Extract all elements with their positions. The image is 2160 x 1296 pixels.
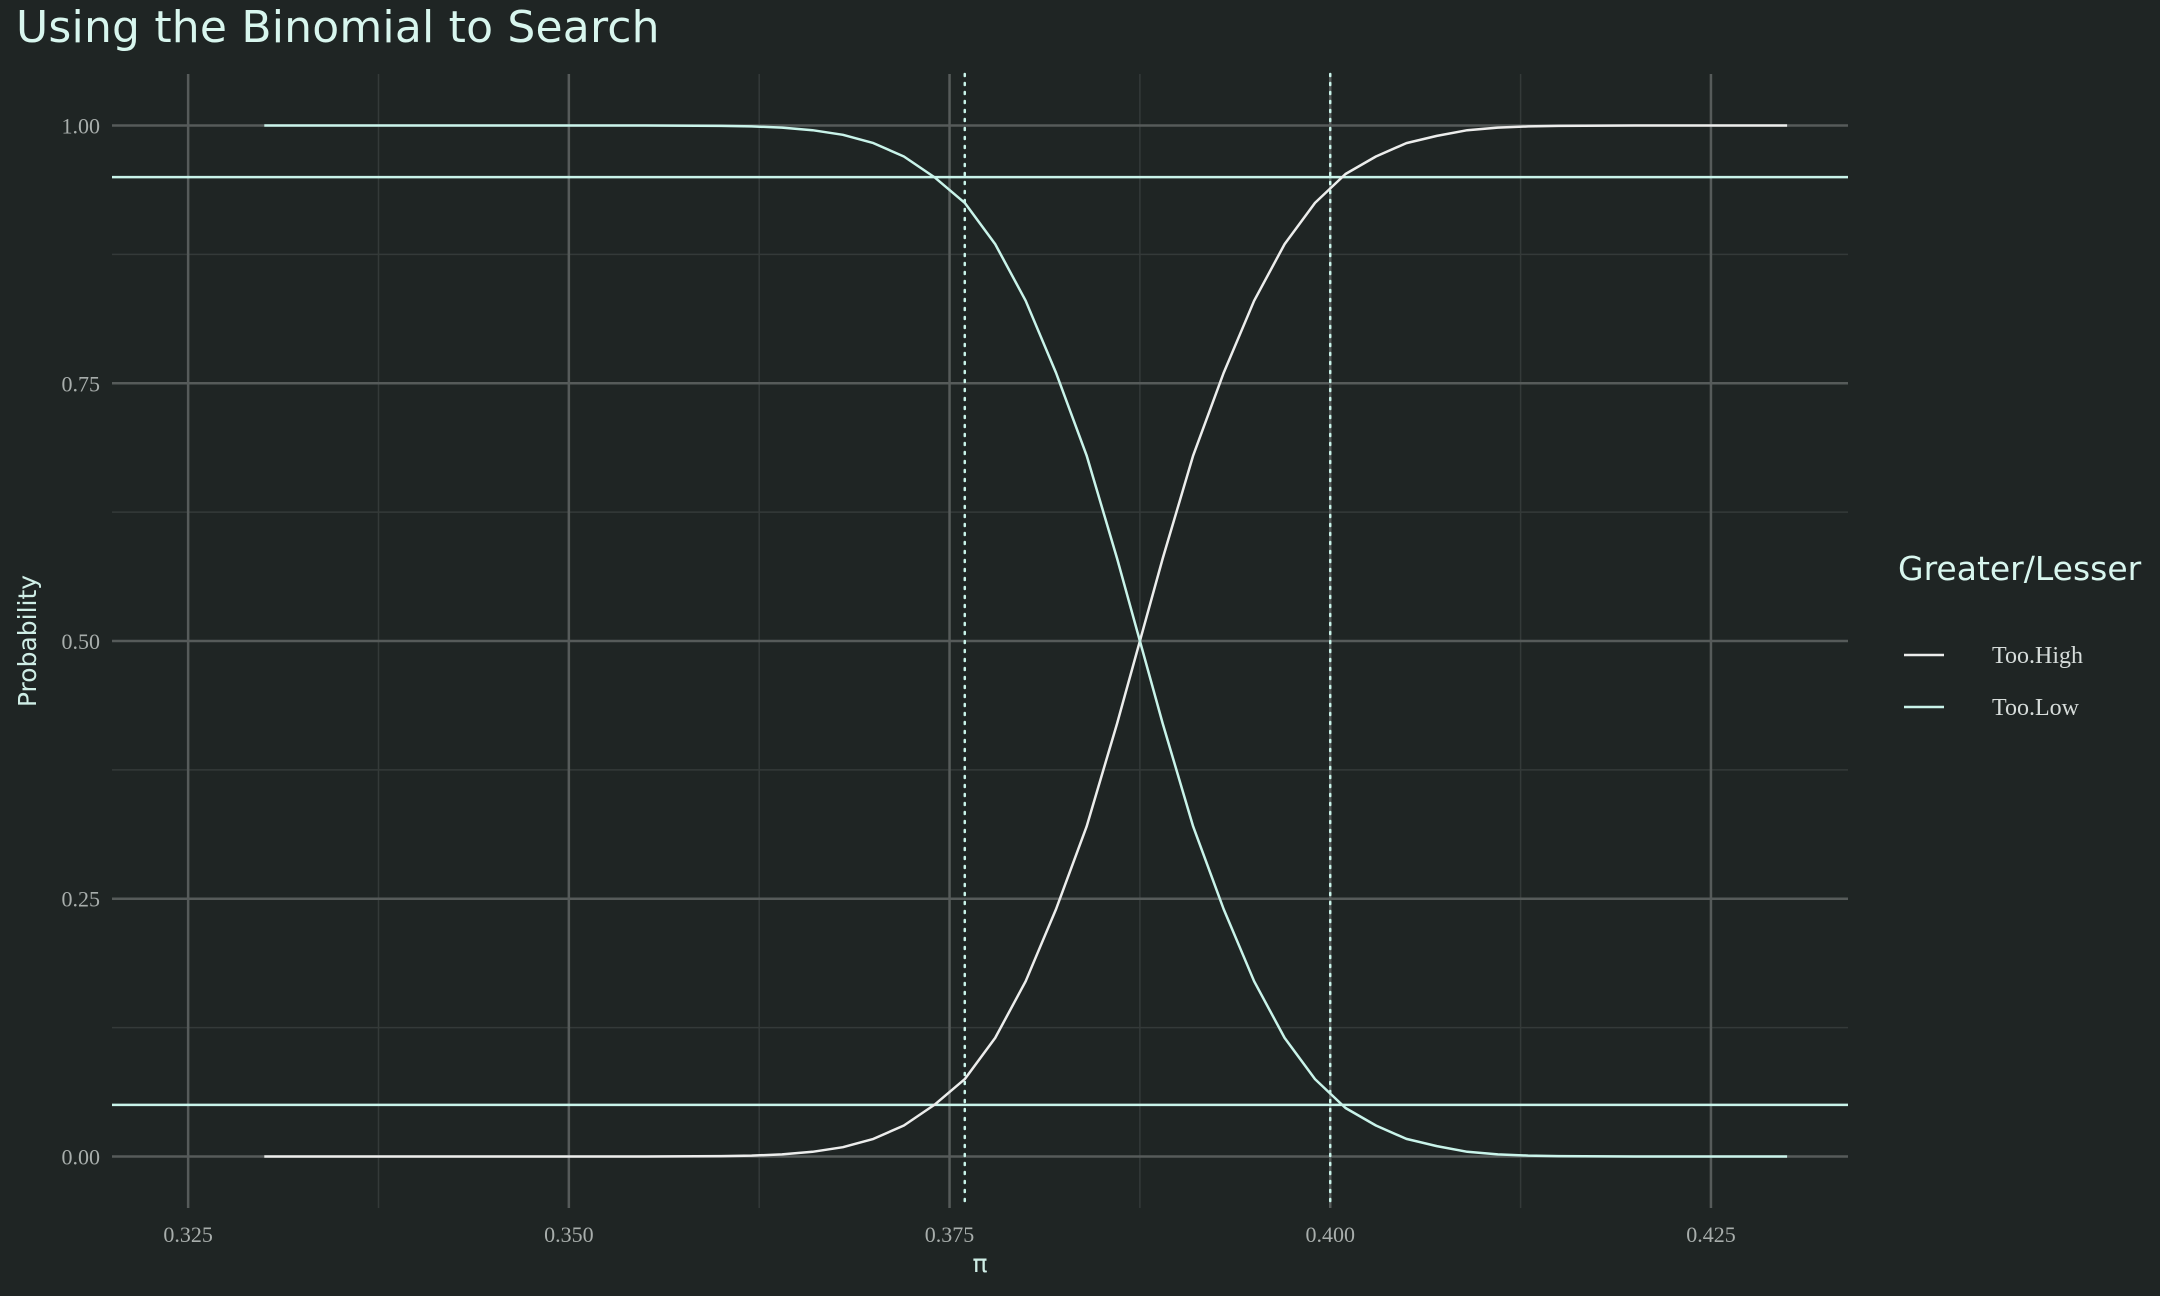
y-tick-label: 0.25 bbox=[62, 887, 101, 912]
x-tick-label: 0.325 bbox=[163, 1222, 213, 1247]
x-tick-label: 0.350 bbox=[544, 1222, 594, 1247]
legend-label: Too.High bbox=[1992, 643, 2083, 669]
x-tick-label: 0.425 bbox=[1686, 1222, 1736, 1247]
y-tick-label: 0.00 bbox=[62, 1144, 101, 1169]
y-tick-label: 0.75 bbox=[62, 371, 101, 396]
legend-label: Too.Low bbox=[1992, 695, 2080, 721]
y-tick-label: 0.50 bbox=[62, 629, 101, 654]
chart-title: Using the Binomial to Search bbox=[16, 2, 660, 53]
x-axis-title: π bbox=[972, 1249, 987, 1278]
x-tick-label: 0.375 bbox=[925, 1222, 975, 1247]
y-tick-label: 1.00 bbox=[62, 114, 101, 139]
series-line-too-low bbox=[264, 124, 1788, 1158]
series-line-too-high bbox=[264, 124, 1788, 1158]
x-tick-label: 0.400 bbox=[1305, 1222, 1355, 1247]
y-axis-title: Probability bbox=[13, 575, 42, 707]
legend-title: Greater/Lesser bbox=[1898, 549, 2142, 588]
